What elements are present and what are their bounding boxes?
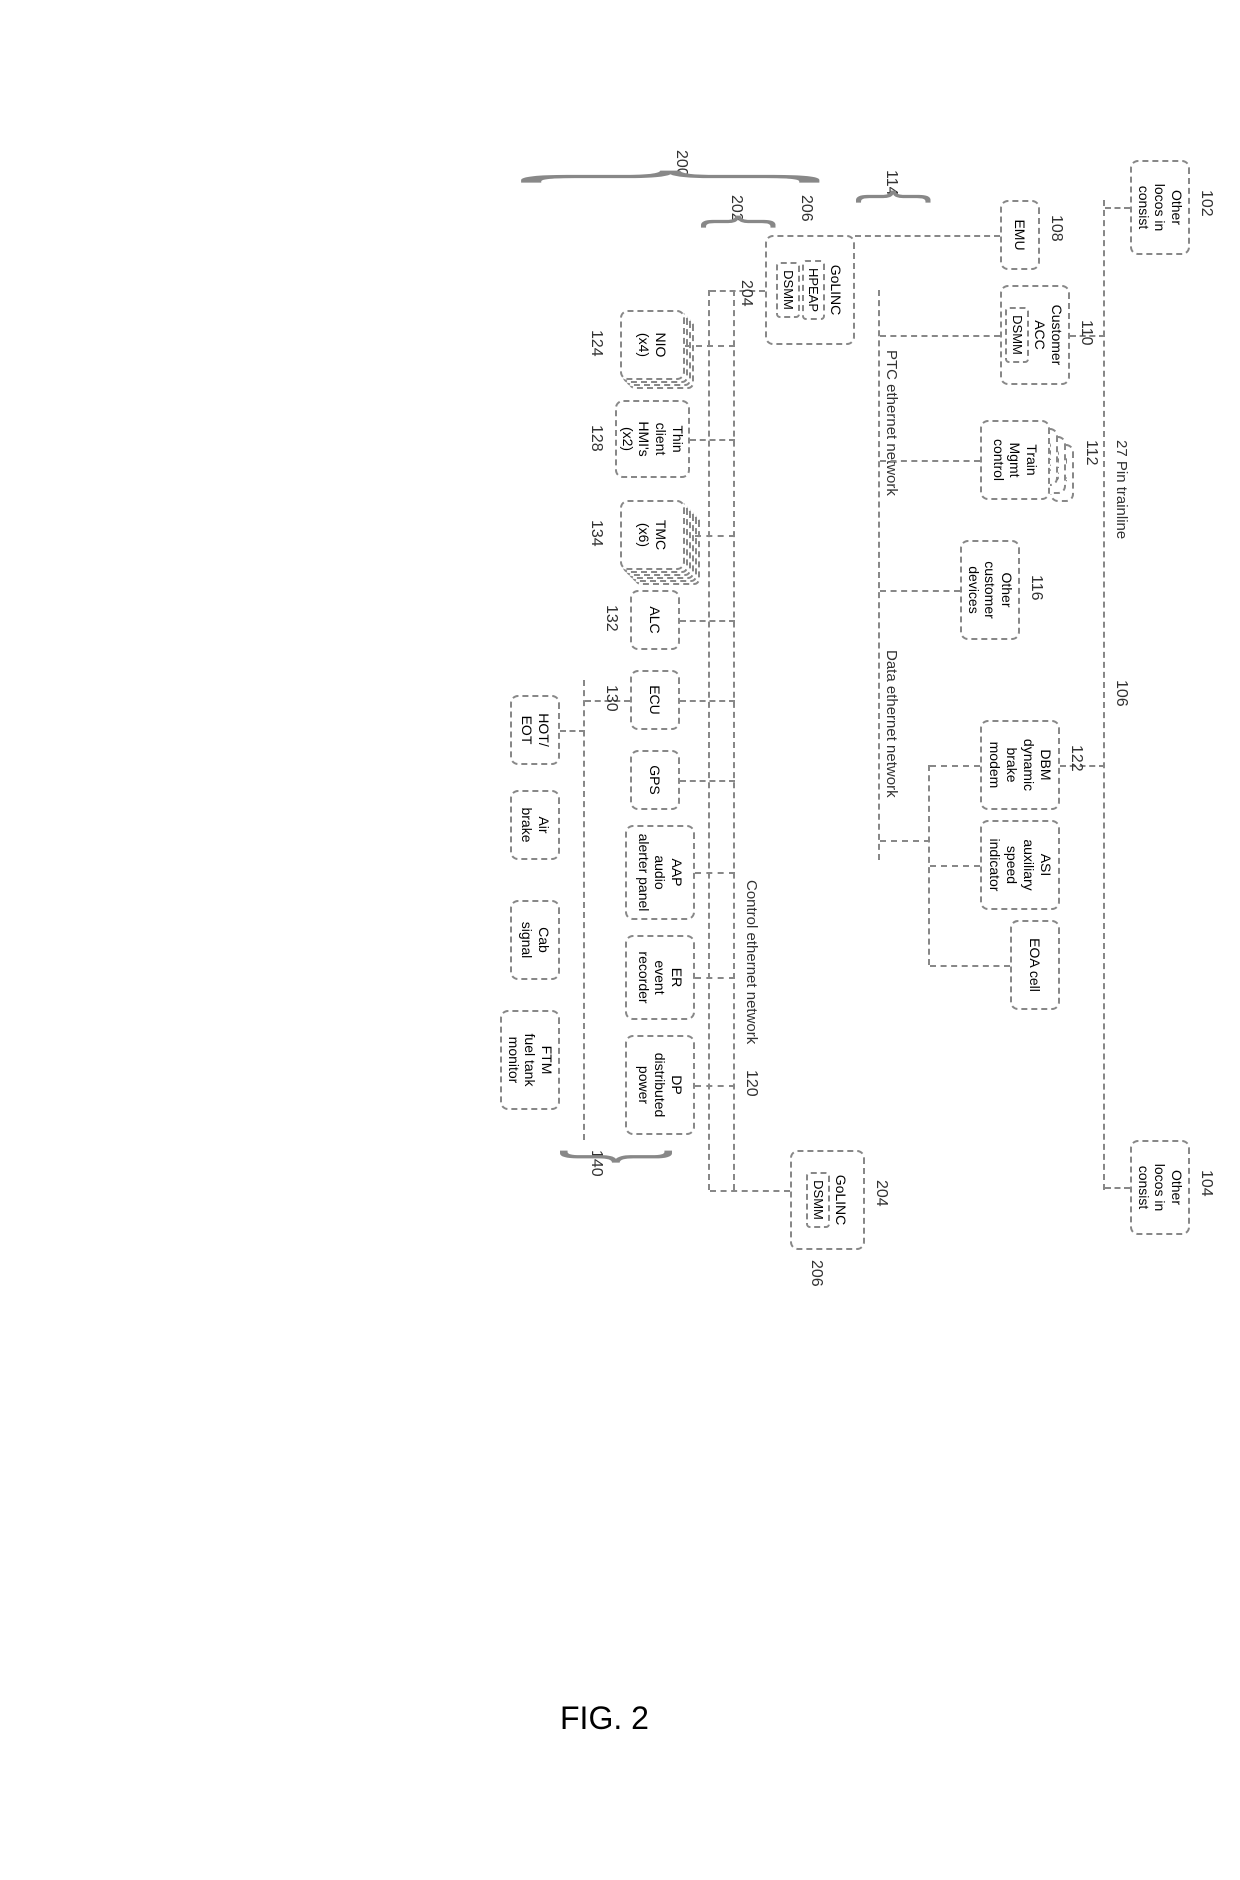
ref-102: 102 [1197,190,1215,217]
node-gps: GPS [630,750,680,810]
conn [928,765,930,965]
node-other-locos-right: Other locos in consist [1130,1140,1190,1235]
node-asi: ASI auxiliary speed indicator [980,820,1060,910]
node-nio-stack: NIO (x4) [620,310,685,380]
ref-122: 122 [1067,745,1085,772]
figure-label: FIG. 2 [560,1700,649,1737]
ref-132: 132 [602,605,620,632]
node-nio: NIO (x4) [620,310,685,380]
brace-114: { [853,190,943,203]
node-eoa: EOA cell [1010,920,1060,1010]
ctrl-bus-2 [708,290,710,1190]
node-hot-eot: HOT/ EOT [510,695,560,765]
ref-120: 120 [742,1070,760,1097]
ref-206a: 206 [797,195,815,222]
conn [695,1085,735,1087]
conn [880,840,930,842]
conn [680,620,735,622]
conn [695,535,735,537]
conn [1105,1187,1130,1189]
conn [695,872,735,874]
ref-204b: 204 [872,1180,890,1207]
ref-112: 112 [1082,440,1100,466]
conn [930,965,1010,967]
ref-134: 134 [587,520,605,547]
brace-140: } [555,1150,690,1163]
ctrl-net-label: Control ethernet network [743,880,760,1044]
brace-200: { [508,170,868,183]
diagram-root: 27 Pin trainline Other locos in consist … [300,140,1200,1300]
node-hpeap: HPEAP [802,260,826,320]
conn [880,590,960,592]
node-thin-client: Thin client HMI's (x2) [615,400,690,478]
conn [1105,207,1130,209]
conn [855,235,1000,237]
node-aap: AAP audio alerter panel [625,825,695,920]
node-er: ER event recorder [625,935,695,1020]
label: Other locos in consist [1135,184,1185,231]
ctrl-bus-1 [733,290,735,1190]
conn [930,865,980,867]
ptc-net-label: PTC ethernet network [883,350,900,496]
node-alc: ALC [630,590,680,650]
ref-204a: 204 [737,280,755,307]
ref-128: 128 [587,425,605,452]
trainline-label: 27 Pin trainline [1113,440,1130,539]
conn [685,345,735,347]
ref-206b: 206 [807,1260,825,1287]
label: Other locos in consist [1135,1164,1185,1211]
node-dsmm-right: DSMM [806,1172,830,1228]
node-train-mgmt: Train Mgmt control [980,420,1050,500]
node-emu: EMU [1000,200,1040,270]
node-dbm: DBM dynamic brake modem [980,720,1060,810]
node-golinc-left: GoLINC HPEAP DSMM [765,235,855,345]
conn [880,460,980,462]
conn [690,439,735,441]
conn [680,700,735,702]
bottom-bus [583,680,585,1140]
label: Customer ACC [1031,305,1065,366]
conn [560,730,585,732]
conn [695,977,735,979]
trainline-bus [1103,200,1105,1190]
conn [710,1190,790,1192]
label: EMU [1012,219,1029,250]
ref-130: 130 [602,685,620,712]
node-air-brake: Air brake [510,790,560,860]
ref-108: 108 [1047,215,1065,242]
ref-116: 116 [1027,575,1045,601]
node-dsmm-acc: DSMM [1005,307,1029,363]
conn [680,780,735,782]
conn [880,335,1000,337]
data-net-label: Data ethernet network [883,650,900,798]
node-tmc: TMC (x6) [620,500,685,570]
node-customer-acc: Customer ACC DSMM [1000,285,1070,385]
ref-106: 106 [1112,680,1130,707]
node-other-locos-left: Other locos in consist [1130,160,1190,255]
node-dp: DP distributed power [625,1035,695,1135]
node-dsmm-left: DSMM [776,262,800,318]
node-ecu: ECU [630,670,680,730]
conn [930,765,980,767]
ptc-data-bus [878,290,880,860]
node-other-devices: Other customer devices [960,540,1020,640]
node-ftm: FTM fuel tank monitor [500,1010,560,1110]
node-tmc-stack: TMC (x6) [620,500,685,570]
node-golinc-right: GoLINC DSMM [790,1150,865,1250]
ref-124: 124 [587,330,605,357]
node-cab-signal: Cab signal [510,900,560,980]
ref-110: 110 [1077,320,1095,346]
brace-202: { [698,215,788,228]
ref-104: 104 [1197,1170,1215,1197]
